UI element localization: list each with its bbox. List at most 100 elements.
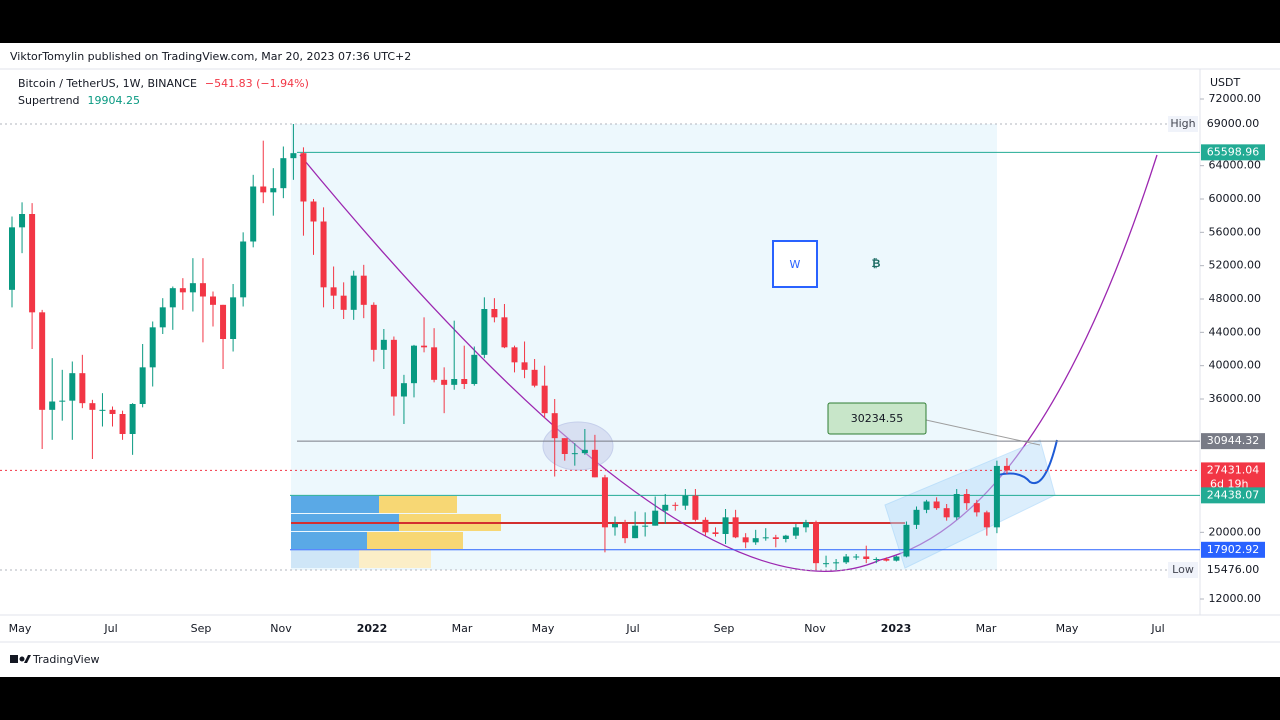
candle-body [823, 563, 830, 565]
candle-body [913, 509, 920, 525]
y-tick-label: 44000.00 [1209, 325, 1262, 338]
level-tag: High [1170, 117, 1195, 130]
candle-body [591, 449, 598, 478]
countdown: 6d 19h [1210, 477, 1248, 490]
candle-body [421, 345, 428, 348]
x-tick-label: Nov [804, 622, 826, 635]
candle-body [240, 241, 247, 298]
price-label: 27431.04 [1207, 463, 1260, 476]
price-label-bg [1201, 487, 1265, 504]
vp-bar [359, 550, 431, 568]
candle-body [722, 517, 729, 534]
candle-body [89, 403, 96, 410]
candle-body [139, 367, 146, 404]
candle-body [893, 556, 900, 561]
candle-body [642, 525, 649, 527]
x-tick-label: May [532, 622, 555, 635]
plot [0, 123, 1200, 571]
x-tick-label: Jul [103, 622, 117, 635]
vp-bar [291, 532, 367, 549]
candle-body [491, 309, 498, 318]
x-tick-label: Sep [191, 622, 212, 635]
logo-box [772, 240, 818, 288]
symbol-title: Bitcoin / TetherUS, 1W, BINANCE [18, 77, 197, 90]
price-change: −541.83 (−1.94%) [205, 77, 309, 90]
candle-body [571, 453, 578, 455]
candle-body [451, 379, 458, 385]
indicator-name: Supertrend [18, 94, 80, 107]
y-tick-label: 56000.00 [1209, 225, 1262, 238]
candle-body [993, 465, 1000, 528]
candle-body [360, 275, 367, 305]
candle-body [79, 373, 86, 404]
volume-profile [291, 496, 905, 568]
candle-body [29, 214, 36, 313]
footer-brand: TradingView [32, 653, 99, 666]
price-label: 24438.07 [1207, 488, 1260, 501]
y-tick-label: 72000.00 [1209, 92, 1262, 105]
candle-body [109, 409, 116, 414]
logo-letter: W [790, 258, 801, 271]
candle-body [300, 153, 307, 202]
candle-body [551, 413, 558, 439]
candle-body [119, 414, 126, 434]
candle-body [833, 562, 840, 564]
candle-body [159, 307, 166, 328]
candle-body [521, 362, 528, 370]
candle-body [340, 295, 347, 310]
projection-curve [299, 154, 1158, 572]
candle-body [129, 404, 136, 434]
price-label: 69000.00 [1207, 117, 1260, 130]
price-label: 65598.96 [1207, 145, 1260, 158]
candle-body [802, 522, 809, 528]
candle-body [270, 188, 277, 193]
candle-body [923, 501, 930, 510]
candle-body [983, 512, 990, 528]
candle-body [49, 401, 56, 410]
candle-body [682, 495, 689, 506]
candle-body [622, 524, 629, 539]
candle-body [390, 339, 397, 397]
candle-body [441, 379, 448, 385]
candle-body [883, 559, 890, 561]
candle-body [19, 214, 26, 228]
callout-text: 30234.55 [851, 412, 904, 425]
price-label-bg [1201, 433, 1265, 450]
candle-body [903, 524, 910, 557]
candle-body [350, 275, 357, 310]
vp-bar [291, 550, 359, 568]
candle-body [290, 153, 297, 159]
y-tick-label: 52000.00 [1209, 259, 1262, 272]
x-tick-label: Sep [714, 622, 735, 635]
level-tag: Low [1172, 563, 1194, 576]
candle-body [541, 385, 548, 414]
vp-bar [291, 496, 379, 513]
candle-body [662, 504, 669, 511]
candle-body [230, 297, 237, 339]
candle-body [280, 158, 287, 189]
candle-body [963, 494, 970, 504]
candle-body [813, 522, 819, 564]
candle-body [471, 354, 478, 384]
candle-body [1003, 465, 1010, 471]
candle-body [973, 503, 980, 513]
x-tick-label: Mar [976, 622, 997, 635]
candle-body [873, 559, 880, 560]
candle-body [260, 186, 267, 193]
x-tick-label: 2022 [357, 622, 388, 635]
candle-body [250, 186, 257, 242]
candle-body [461, 379, 468, 384]
candle-body [531, 369, 538, 386]
x-tick-label: May [1056, 622, 1079, 635]
candle-body [632, 525, 639, 539]
candle-body [792, 527, 799, 536]
price-label-bg [1201, 562, 1265, 579]
candle-body [481, 309, 488, 355]
candle-body [210, 296, 216, 305]
candle-body [732, 517, 739, 538]
x-tick-label: 2023 [881, 622, 912, 635]
candle-body [853, 556, 860, 558]
candle-body [320, 221, 327, 288]
candle-body [712, 532, 719, 534]
